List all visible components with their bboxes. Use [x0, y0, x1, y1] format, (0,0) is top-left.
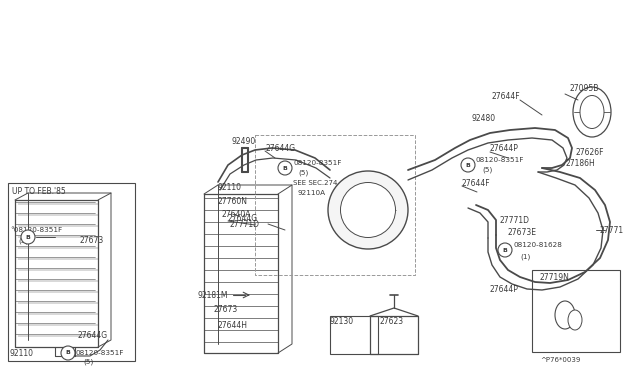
Text: 27771D: 27771D	[230, 219, 260, 228]
Text: 08120-8351F: 08120-8351F	[476, 157, 524, 163]
Text: 92480: 92480	[472, 113, 496, 122]
Text: B: B	[465, 163, 470, 167]
Text: 27640A: 27640A	[222, 209, 252, 218]
Text: 27644F: 27644F	[462, 179, 491, 187]
Bar	[532, 270, 620, 352]
Text: 92110A: 92110A	[298, 190, 326, 196]
Text: 27771: 27771	[600, 225, 624, 234]
Text: 08120-8351F: 08120-8351F	[293, 160, 341, 166]
Ellipse shape	[328, 171, 408, 249]
Text: (5): (5)	[18, 238, 28, 244]
Bar	[330, 316, 378, 354]
Bar	[8, 183, 135, 361]
Circle shape	[461, 158, 475, 172]
Text: B: B	[283, 166, 287, 170]
Circle shape	[498, 243, 512, 257]
Ellipse shape	[580, 96, 604, 128]
Text: (5): (5)	[83, 359, 93, 365]
Text: 27673E: 27673E	[508, 228, 537, 237]
Ellipse shape	[555, 301, 575, 329]
Text: 92130: 92130	[330, 317, 354, 327]
Text: 92181M: 92181M	[198, 291, 228, 299]
Text: 27644G: 27644G	[265, 144, 295, 153]
Text: ^P76*0039: ^P76*0039	[540, 357, 580, 363]
Text: 27673: 27673	[213, 305, 237, 314]
Text: °08120-8351F: °08120-8351F	[10, 227, 62, 233]
Circle shape	[21, 230, 35, 244]
Text: 27760N: 27760N	[218, 196, 248, 205]
Text: 27719N: 27719N	[540, 273, 570, 282]
Text: 27644H: 27644H	[218, 321, 248, 330]
Text: 27644F: 27644F	[492, 92, 520, 100]
Text: 27644P: 27644P	[490, 144, 519, 153]
Text: (1): (1)	[520, 254, 531, 260]
Ellipse shape	[340, 183, 396, 237]
Text: 27095B: 27095B	[570, 83, 600, 93]
Text: B: B	[26, 234, 31, 240]
Circle shape	[278, 161, 292, 175]
Text: 92110: 92110	[10, 349, 34, 357]
Text: (5): (5)	[482, 167, 492, 173]
Text: UP TO FEB.'85: UP TO FEB.'85	[12, 186, 66, 196]
Text: B: B	[502, 247, 508, 253]
Text: 27771D: 27771D	[500, 215, 530, 224]
Ellipse shape	[573, 87, 611, 137]
Text: 27644G: 27644G	[228, 214, 258, 222]
Text: 27623: 27623	[380, 317, 404, 327]
Text: (5): (5)	[298, 170, 308, 176]
Ellipse shape	[568, 310, 582, 330]
Text: 92110: 92110	[218, 183, 242, 192]
Text: 27186H: 27186H	[565, 158, 595, 167]
Text: 08120-81628: 08120-81628	[513, 242, 562, 248]
Text: 27673: 27673	[80, 235, 104, 244]
Text: 08120-8351F: 08120-8351F	[76, 350, 124, 356]
Circle shape	[61, 346, 75, 360]
Text: B: B	[65, 350, 70, 356]
Text: SEE SEC.274: SEE SEC.274	[293, 180, 337, 186]
Text: 92490: 92490	[232, 137, 256, 145]
Text: 27626F: 27626F	[575, 148, 604, 157]
Text: 27644G: 27644G	[78, 330, 108, 340]
Text: 27644P: 27644P	[490, 285, 519, 295]
